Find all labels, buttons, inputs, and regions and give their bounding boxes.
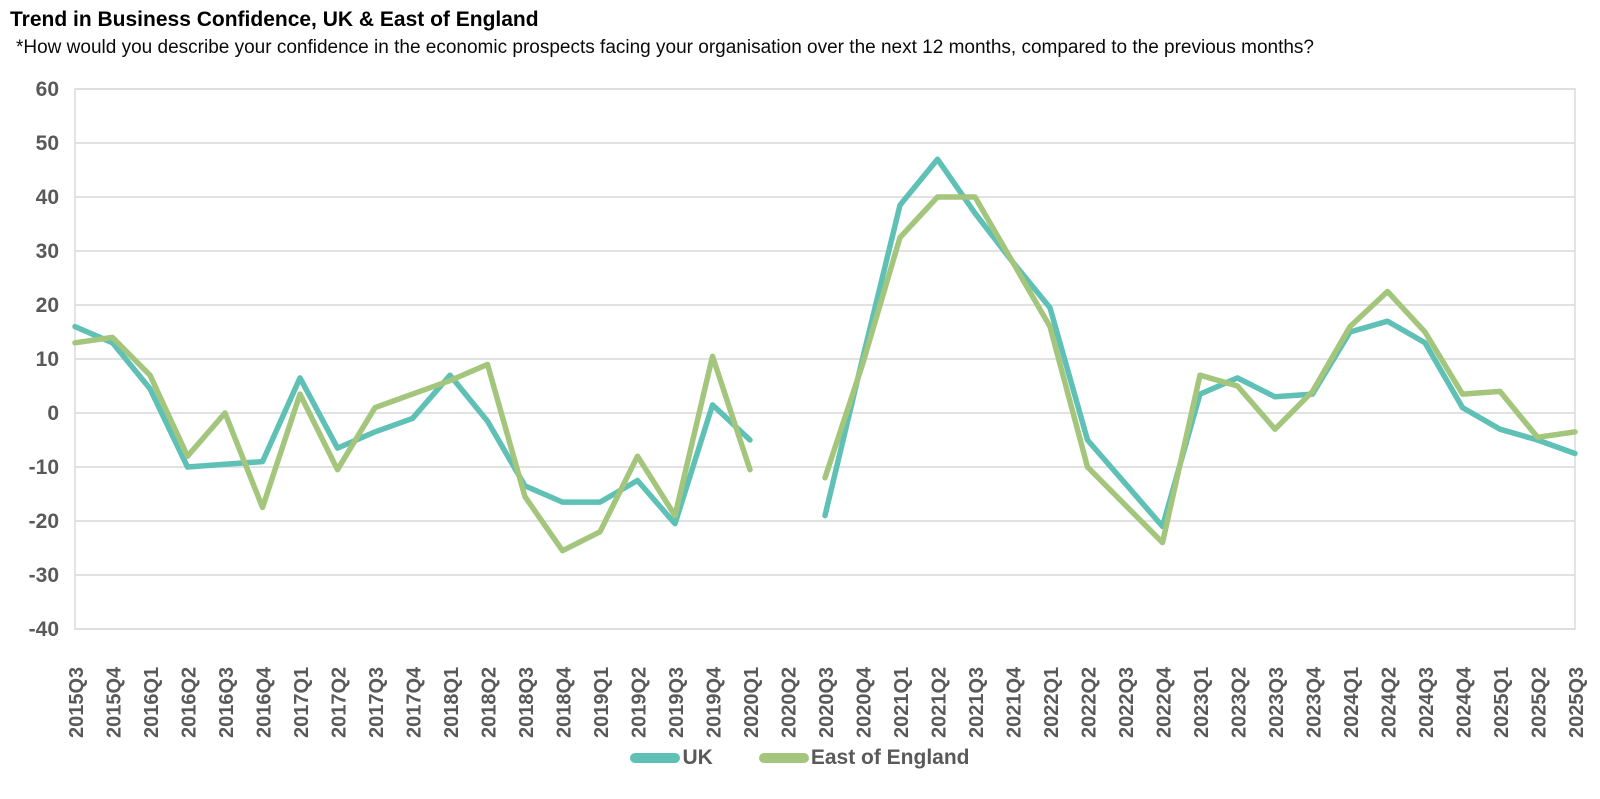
x-tick-label-2022Q3: 2022Q3 (1116, 667, 1138, 738)
x-tick-label-2018Q4: 2018Q4 (554, 666, 576, 738)
chart-legend: UK East of England (0, 746, 1600, 770)
x-tick-label-2015Q4: 2015Q4 (104, 666, 126, 738)
x-tick-label-2019Q2: 2019Q2 (629, 667, 651, 738)
x-tick-label-2020Q4: 2020Q4 (854, 666, 876, 738)
uk-line-swatch-icon (630, 753, 681, 763)
x-tick-label-2017Q4: 2017Q4 (404, 666, 426, 738)
x-tick-label-2022Q4: 2022Q4 (1154, 666, 1176, 738)
x-tick-label-2016Q2: 2016Q2 (179, 667, 201, 738)
chart-subtitle: *How would you describe your confidence … (16, 37, 1315, 58)
legend-label-east-of-england: East of England (810, 746, 970, 769)
x-tick-label-2019Q3: 2019Q3 (666, 667, 688, 738)
x-tick-label-2018Q1: 2018Q1 (441, 667, 463, 738)
legend-label-uk: UK (682, 746, 713, 769)
y-tick-label--20: -20 (29, 510, 59, 533)
x-tick-label-2024Q1: 2024Q1 (1341, 667, 1363, 738)
x-tick-label-2023Q2: 2023Q2 (1229, 667, 1251, 738)
x-tick-label-2015Q3: 2015Q3 (66, 667, 88, 738)
x-tick-label-2023Q4: 2023Q4 (1304, 666, 1326, 738)
x-tick-label-2016Q4: 2016Q4 (254, 666, 276, 738)
y-tick-label--40: -40 (29, 618, 59, 641)
y-tick-label-30: 30 (36, 240, 59, 263)
x-tick-label-2017Q1: 2017Q1 (291, 667, 313, 738)
x-tick-label-2019Q1: 2019Q1 (591, 667, 613, 738)
x-tick-label-2016Q3: 2016Q3 (216, 667, 238, 738)
x-tick-label-2023Q1: 2023Q1 (1191, 667, 1213, 738)
plot-border (74, 88, 1576, 630)
x-tick-label-2025Q2: 2025Q2 (1529, 667, 1551, 738)
x-tick-label-2021Q2: 2021Q2 (929, 667, 951, 738)
x-tick-label-2023Q3: 2023Q3 (1266, 667, 1288, 738)
x-tick-label-2018Q2: 2018Q2 (479, 667, 501, 738)
x-tick-label-2017Q3: 2017Q3 (366, 667, 388, 738)
y-tick-label-60: 60 (36, 78, 59, 101)
y-tick-label-40: 40 (36, 186, 59, 209)
x-tick-label-2022Q2: 2022Q2 (1079, 667, 1101, 738)
x-tick-label-2020Q3: 2020Q3 (816, 667, 838, 738)
legend-item-uk: UK (630, 746, 713, 770)
x-tick-label-2024Q2: 2024Q2 (1379, 667, 1401, 738)
x-tick-label-2017Q2: 2017Q2 (329, 667, 351, 738)
y-tick-label-0: 0 (47, 402, 59, 425)
x-tick-label-2021Q4: 2021Q4 (1004, 666, 1026, 738)
chart-title: Trend in Business Confidence, UK & East … (10, 8, 539, 31)
x-tick-label-2021Q3: 2021Q3 (966, 667, 988, 738)
x-tick-label-2025Q1: 2025Q1 (1491, 667, 1513, 738)
x-tick-label-2019Q4: 2019Q4 (704, 666, 726, 738)
y-tick-label-10: 10 (36, 348, 59, 371)
x-tick-label-2024Q4: 2024Q4 (1454, 666, 1476, 738)
x-tick-label-2024Q3: 2024Q3 (1416, 667, 1438, 738)
x-tick-label-2020Q2: 2020Q2 (779, 667, 801, 738)
y-tick-label-20: 20 (36, 294, 59, 317)
uk-line (72, 156, 1578, 530)
x-tick-label-2016Q1: 2016Q1 (141, 667, 163, 738)
x-tick-label-2018Q3: 2018Q3 (516, 667, 538, 738)
x-tick-label-2021Q1: 2021Q1 (891, 667, 913, 738)
legend-item-east-of-england: East of England (758, 746, 970, 770)
east-of-england-line (72, 194, 1578, 554)
x-tick-label-2022Q1: 2022Q1 (1041, 667, 1063, 738)
y-tick-label--10: -10 (29, 456, 59, 479)
x-tick-label-2020Q1: 2020Q1 (741, 667, 763, 738)
x-tick-label-2025Q3: 2025Q3 (1566, 667, 1588, 738)
y-tick-label--30: -30 (29, 564, 59, 587)
east-of-england-line-swatch-icon (758, 753, 809, 763)
y-tick-label-50: 50 (36, 132, 59, 155)
